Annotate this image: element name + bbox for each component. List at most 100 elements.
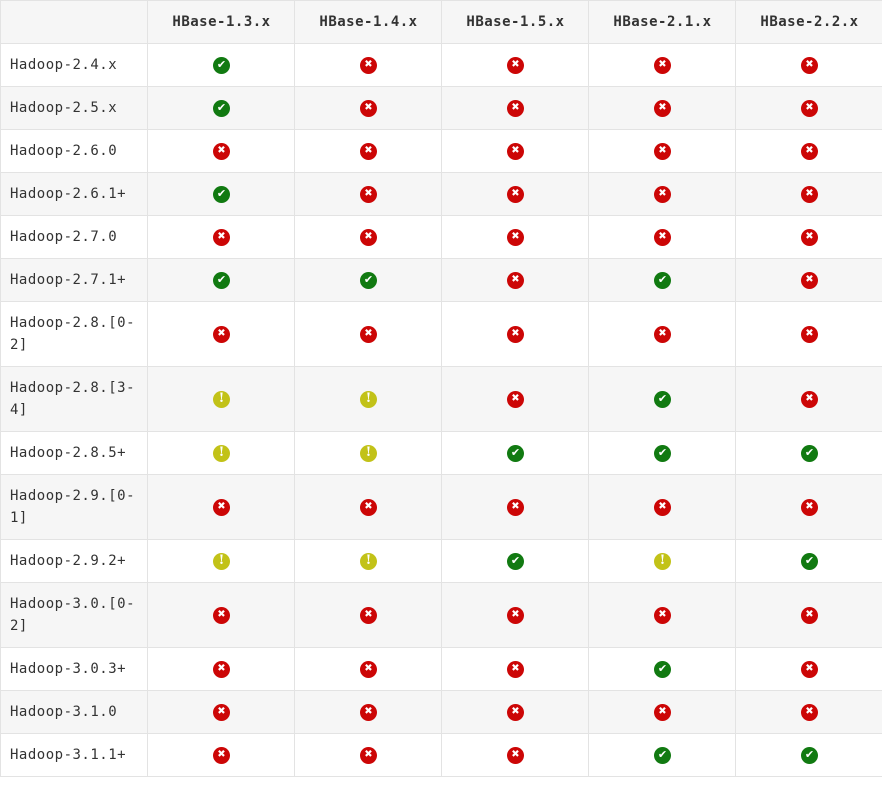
cross-icon: ✖ [213,142,230,160]
status-cell: ! [294,539,442,583]
check-icon: ✔ [213,185,230,203]
cross-icon: ✖ [213,606,230,624]
status-cell: ✔ [441,539,589,583]
status-cell: ✖ [147,733,295,777]
check-icon: ✔ [654,444,671,462]
status-cell: ✖ [735,647,882,691]
status-cell: ✖ [147,647,295,691]
check-icon: ✔ [801,552,818,570]
status-cell: ✔ [588,366,736,432]
cross-icon: ✖ [801,390,818,408]
table-row: Hadoop-2.6.0 ✖ ✖ ✖ ✖ ✖ [0,129,882,173]
cross-icon: ✖ [213,498,230,516]
status-cell: ✔ [588,258,736,302]
status-cell: ! [294,366,442,432]
status-cell: ✖ [441,301,589,367]
status-cell: ✖ [735,301,882,367]
cross-icon: ✖ [507,142,524,160]
cross-icon: ✖ [213,325,230,343]
table-row: Hadoop-2.8.[0-2] ✖ ✖ ✖ ✖ ✖ [0,301,882,367]
status-cell: ✖ [294,301,442,367]
status-cell: ! [588,539,736,583]
status-cell: ! [294,431,442,475]
warn-icon: ! [213,444,230,462]
column-header: HBase-1.4.x [294,0,442,44]
cross-icon: ✖ [507,606,524,624]
table-head: HBase-1.3.x HBase-1.4.x HBase-1.5.x HBase-2… [0,0,882,44]
status-cell: ✖ [441,582,589,648]
cross-icon: ✖ [654,498,671,516]
check-icon: ✔ [213,56,230,74]
status-cell: ✖ [735,172,882,216]
cross-icon: ✖ [507,498,524,516]
cross-icon: ✖ [360,325,377,343]
cross-icon: ✖ [213,703,230,721]
status-cell: ✖ [588,215,736,259]
table-row: Hadoop-3.1.0 ✖ ✖ ✖ ✖ ✖ [0,690,882,734]
cross-icon: ✖ [801,325,818,343]
status-cell: ✔ [441,431,589,475]
status-cell: ✔ [588,733,736,777]
status-cell: ✖ [588,582,736,648]
cross-icon: ✖ [360,746,377,764]
cross-icon: ✖ [654,99,671,117]
cross-icon: ✖ [801,271,818,289]
status-cell: ✖ [735,258,882,302]
cross-icon: ✖ [360,185,377,203]
warn-icon: ! [654,552,671,570]
table-row: Hadoop-2.8.5+!! ✔ ✔ ✔ [0,431,882,475]
status-cell: ✖ [588,172,736,216]
check-icon: ✔ [213,271,230,289]
cross-icon: ✖ [801,99,818,117]
row-header: Hadoop-2.7.1+ [0,258,148,302]
warn-icon: ! [360,552,377,570]
status-cell: ✖ [294,582,442,648]
status-cell: ✖ [294,647,442,691]
column-header: HBase-2.2.x [735,0,882,44]
cross-icon: ✖ [213,228,230,246]
status-cell: ✖ [294,215,442,259]
row-header: Hadoop-3.0.[0-2] [0,582,148,648]
cross-icon: ✖ [360,498,377,516]
status-cell: ✖ [588,690,736,734]
status-cell: ✖ [441,733,589,777]
status-cell: ✖ [441,474,589,540]
check-icon: ✔ [507,444,524,462]
check-icon: ✔ [654,746,671,764]
row-header: Hadoop-2.6.1+ [0,172,148,216]
status-cell: ✖ [441,366,589,432]
status-cell: ✖ [294,86,442,130]
status-cell: ✖ [735,129,882,173]
status-cell: ✖ [588,86,736,130]
table-row: Hadoop-2.6.1+ ✔ ✖ ✖ ✖ ✖ [0,172,882,216]
status-cell: ✔ [147,86,295,130]
cross-icon: ✖ [801,228,818,246]
cross-icon: ✖ [654,142,671,160]
status-cell: ✖ [735,366,882,432]
table-row: Hadoop-3.0.[0-2] ✖ ✖ ✖ ✖ ✖ [0,582,882,648]
status-cell: ✖ [735,86,882,130]
cross-icon: ✖ [801,56,818,74]
row-header: Hadoop-3.1.0 [0,690,148,734]
cross-icon: ✖ [360,228,377,246]
table-row: Hadoop-2.8.[3-4]!! ✖ ✔ ✖ [0,366,882,432]
status-cell: ✔ [588,647,736,691]
status-cell: ✖ [441,647,589,691]
check-icon: ✔ [654,660,671,678]
column-header: HBase-1.5.x [441,0,589,44]
status-cell: ✖ [441,172,589,216]
cross-icon: ✖ [360,606,377,624]
cross-icon: ✖ [654,703,671,721]
check-icon: ✔ [507,552,524,570]
compatibility-table: HBase-1.3.x HBase-1.4.x HBase-1.5.x HBase-2… [0,0,882,777]
check-icon: ✔ [654,390,671,408]
status-cell: ✖ [588,43,736,87]
status-cell: ✖ [294,172,442,216]
table-row: Hadoop-2.9.2+!! ✔! ✔ [0,539,882,583]
status-cell: ✖ [147,690,295,734]
status-cell: ✖ [441,258,589,302]
row-header: Hadoop-3.1.1+ [0,733,148,777]
status-cell: ✖ [588,129,736,173]
cross-icon: ✖ [360,99,377,117]
